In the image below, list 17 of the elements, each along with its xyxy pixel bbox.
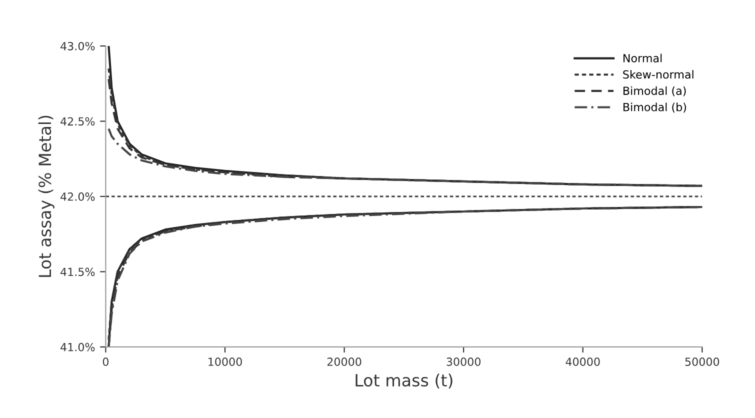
x-tick-label: 40000 — [566, 358, 600, 366]
y-tick-label: 42.5% — [60, 117, 95, 126]
x-tick-label: 0 — [102, 358, 108, 366]
y-tick-label: 42.0% — [60, 192, 95, 201]
legend-label: Bimodal (b) — [624, 102, 686, 113]
y-tick-label: 41.5% — [60, 268, 95, 276]
y-tick-label: 43.0% — [60, 42, 95, 50]
x-axis-title: Lot mass (t) — [356, 374, 452, 389]
x-tick-label: 10000 — [208, 358, 242, 366]
legend-label: Skew-normal — [623, 70, 694, 79]
y-tick-label: 41.0% — [60, 342, 95, 352]
y-axis-title: Lot assay (% Metal) — [38, 116, 54, 277]
legend-label: Normal — [624, 54, 662, 62]
x-tick-label: 30000 — [446, 358, 481, 366]
x-tick-label: 20000 — [327, 358, 362, 366]
legend-label: Bimodal (a) — [624, 86, 686, 96]
x-tick-label: 50000 — [685, 358, 720, 366]
